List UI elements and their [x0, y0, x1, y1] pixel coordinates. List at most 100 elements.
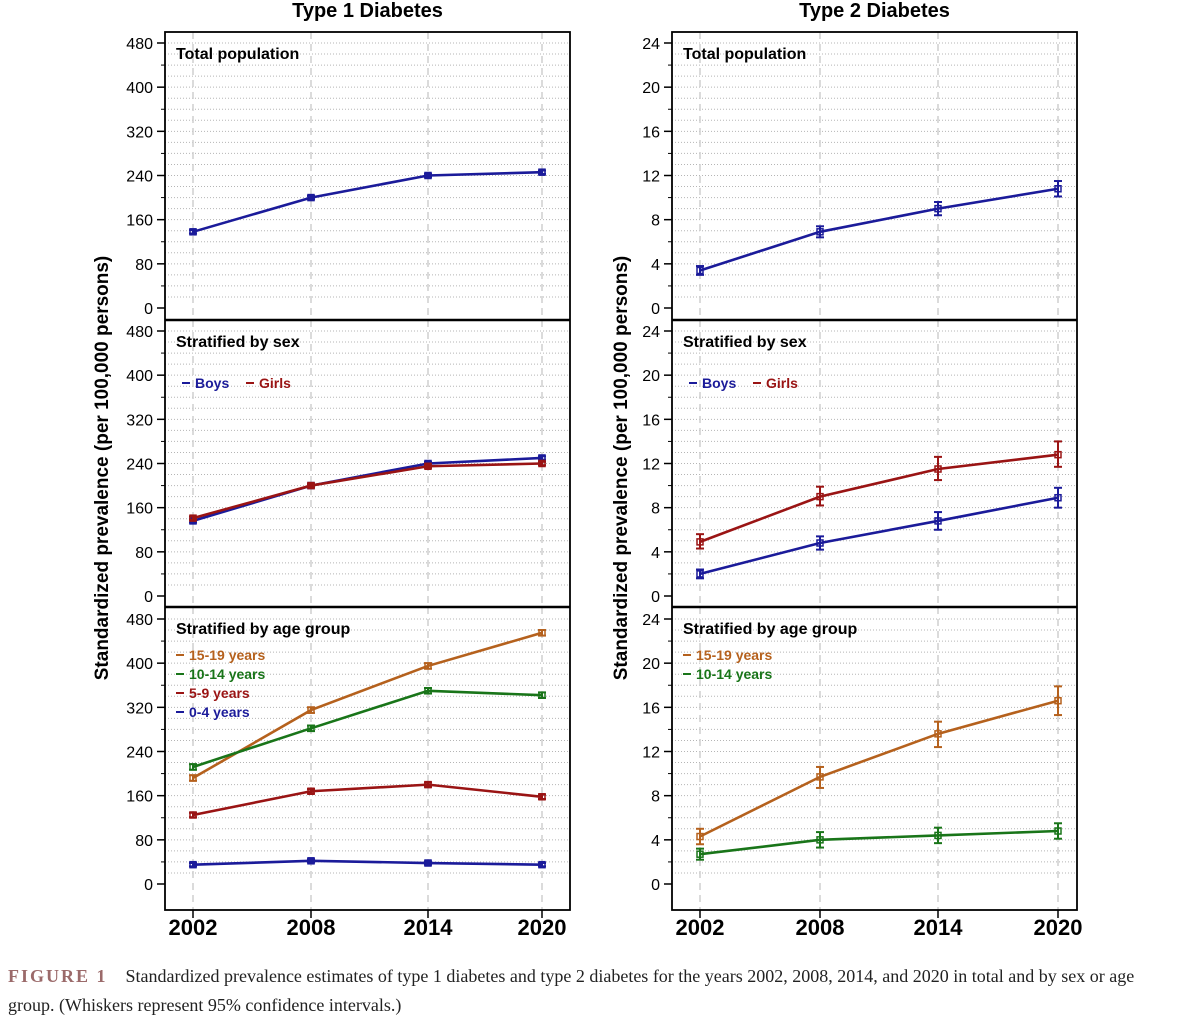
data-point: [424, 462, 432, 471]
legend-label: Boys: [195, 375, 229, 391]
x-tick-label: 2008: [287, 915, 336, 940]
data-point: [816, 539, 824, 547]
series-total: [189, 168, 546, 236]
data-point: [816, 228, 824, 236]
y-tick-label: 4: [651, 545, 660, 562]
panel-3: 0 80 160 240 320 400 480 Stratified by age grou…: [126, 607, 570, 910]
legend-label: 10-14 years: [189, 666, 266, 682]
panel-3: 0 4 8 12 16 20 24 Stratified by age group 15-19 …: [642, 607, 1077, 910]
panel-title: Total population: [176, 46, 299, 63]
y-tick-label: 160: [126, 213, 153, 230]
y-tick-label: 0: [144, 301, 153, 318]
y-tick-label: 480: [126, 36, 153, 53]
y-tick-label: 80: [135, 545, 153, 562]
y-tick-label: 4: [651, 257, 660, 274]
legend-label: 15-19 years: [696, 647, 773, 663]
column-title: Type 1 Diabetes: [292, 0, 443, 22]
y-tick-label: 0: [651, 589, 660, 606]
data-point: [934, 730, 942, 738]
data-point: [696, 570, 704, 578]
x-tick-label: 2014: [404, 915, 454, 940]
data-point: [424, 859, 432, 867]
series-15-19-years: [189, 629, 546, 782]
series-line: [699, 699, 1059, 838]
caption-text: Standardized prevalence estimates of typ…: [8, 966, 1135, 1015]
y-tick-label: 160: [126, 789, 153, 806]
data-point: [189, 228, 197, 236]
data-point: [307, 857, 315, 865]
y-tick-label: 12: [642, 457, 660, 474]
series-line: [192, 859, 543, 866]
panel-2: 0 4 8 12 16 20 24 Stratified by sex Boys Girls: [642, 320, 1077, 607]
y-tick-label: 8: [651, 789, 660, 806]
series-0-4-years: [189, 857, 546, 869]
figure-caption: FIGURE 1 Standardized prevalence estimate…: [8, 962, 1176, 1020]
y-tick-label: 16: [642, 124, 660, 141]
data-point: [424, 662, 432, 670]
series-line: [192, 631, 543, 780]
y-tick-label: 400: [126, 80, 153, 97]
x-tick-label: 2002: [169, 915, 218, 940]
data-point: [189, 860, 197, 869]
y-tick-label: 240: [126, 169, 153, 186]
data-point: [934, 204, 942, 213]
y-tick-label: 320: [126, 412, 153, 429]
x-tick-label: 2008: [796, 915, 845, 940]
data-point: [189, 514, 197, 522]
y-tick-label: 8: [651, 501, 660, 518]
data-point: [696, 266, 704, 275]
panel-title: Stratified by sex: [683, 334, 807, 351]
y-tick-label: 80: [135, 257, 153, 274]
data-point: [1054, 696, 1062, 705]
chart-column-2: Type 2 Diabetes 0 4 8 12 16 20 24 Total populati…: [642, 0, 1082, 940]
legend-label: Girls: [766, 375, 798, 391]
data-point: [307, 787, 315, 795]
y-tick-label: 0: [144, 589, 153, 606]
data-point: [424, 171, 432, 180]
x-tick-label: 2020: [518, 915, 567, 940]
series-line: [192, 689, 543, 769]
series-line: [699, 187, 1059, 272]
data-point: [816, 773, 824, 781]
y-tick-label: 240: [126, 745, 153, 762]
y-tick-label: 12: [642, 745, 660, 762]
y-tick-label: 80: [135, 833, 153, 850]
y-axis-label-left: Standardized prevalence (per 100,000 per…: [92, 256, 113, 681]
series-line: [699, 453, 1059, 544]
series-5-9-years: [189, 780, 546, 819]
series-line: [192, 456, 543, 523]
legend-label: Girls: [259, 375, 291, 391]
legend-label: 10-14 years: [696, 666, 773, 682]
data-point: [538, 691, 546, 699]
data-point: [934, 831, 942, 840]
y-tick-label: 24: [642, 612, 660, 629]
data-point: [934, 517, 942, 525]
y-tick-label: 8: [651, 213, 660, 230]
data-point: [189, 774, 197, 782]
data-point: [816, 492, 824, 501]
y-tick-label: 20: [642, 368, 660, 385]
series-line: [192, 170, 543, 234]
series-10-14-years: [696, 822, 1062, 861]
panel-title: Total population: [683, 46, 806, 63]
y-tick-label: 320: [126, 124, 153, 141]
data-point: [1054, 185, 1062, 193]
data-point: [1054, 450, 1062, 459]
y-tick-label: 0: [144, 877, 153, 894]
panel-1: 0 80 160 240 320 400 480 Total population: [126, 32, 570, 320]
data-point: [934, 465, 942, 473]
y-tick-label: 240: [126, 457, 153, 474]
chart-column-1: Type 1 Diabetes 0 80 160 240 320 400 480 Total p…: [126, 0, 571, 940]
series-line: [699, 829, 1059, 856]
data-point: [307, 193, 315, 202]
series-line: [192, 783, 543, 817]
y-tick-label: 400: [126, 368, 153, 385]
y-tick-label: 480: [126, 612, 153, 629]
data-point: [307, 706, 315, 714]
data-point: [538, 459, 546, 468]
series-line: [699, 496, 1059, 576]
series-line: [192, 462, 543, 520]
y-tick-label: 16: [642, 412, 660, 429]
x-tick-label: 2020: [1034, 915, 1083, 940]
series-total: [696, 180, 1062, 276]
